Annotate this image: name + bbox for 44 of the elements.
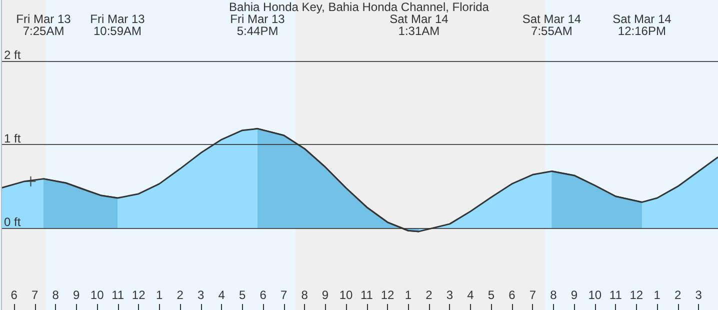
annotation: Fri Mar 13 10:59AM: [90, 12, 146, 38]
x-tick-label: 12: [380, 288, 394, 302]
x-tick-label: 11: [112, 288, 124, 302]
x-tick-label: 7: [529, 288, 536, 302]
x-tick-label: 9: [570, 288, 578, 302]
x-tick-label: 1: [404, 288, 412, 302]
x-tick-label: 4: [218, 288, 226, 302]
annotation: Sat Mar 14 12:16PM: [612, 12, 672, 38]
x-tick-label: 6: [260, 288, 267, 302]
x-tick-label: 3: [695, 288, 702, 302]
x-tick-label: 6: [10, 288, 18, 302]
x-tick-label: 5: [238, 288, 246, 302]
x-tick-label: 8: [301, 288, 308, 302]
x-tick-label: 10: [339, 288, 354, 302]
x-tick-label: 3: [446, 288, 454, 302]
x-tick-label: 7: [32, 288, 39, 302]
x-tick-label: 1: [156, 288, 163, 302]
annotation: Sat Mar 14 1:31AM: [390, 12, 449, 38]
x-tick-label: 10: [588, 288, 602, 302]
x-tick-label: 2: [674, 288, 682, 302]
x-tick-label: 2: [426, 288, 433, 302]
chart-title: Bahia Honda Key, Bahia Honda Channel, Florida: [229, 0, 490, 14]
x-tick-label: 11: [360, 288, 374, 302]
x-tick-label: 4: [467, 288, 474, 302]
x-tick-label: 8: [52, 288, 60, 302]
annotation: Fri Mar 13 7:25AM: [16, 12, 72, 38]
x-tick-label: 5: [488, 288, 495, 302]
x-tick-label: 1: [654, 288, 661, 302]
annotation: Fri Mar 13 5:44PM: [230, 12, 286, 38]
annotation: Sat Mar 14 7:55AM: [522, 12, 582, 38]
y-tick-label: 0 ft: [4, 215, 22, 230]
x-tick-label: 11: [609, 288, 622, 302]
y-tick-label: 2 ft: [4, 48, 22, 62]
x-tick-label: 7: [280, 288, 288, 302]
y-tick-label: 1 ft: [4, 132, 22, 146]
x-tick-label: 9: [322, 288, 329, 302]
x-tick-label: 3: [197, 288, 204, 302]
x-tick-label: 12: [630, 288, 644, 302]
x-tick-label: 8: [550, 288, 558, 302]
x-tick-label: 12: [132, 288, 146, 302]
x-tick-label: 9: [73, 288, 80, 302]
x-tick-label: 2: [176, 288, 184, 302]
x-tick-label: 6: [508, 288, 516, 302]
x-tick-label: 10: [90, 288, 104, 302]
